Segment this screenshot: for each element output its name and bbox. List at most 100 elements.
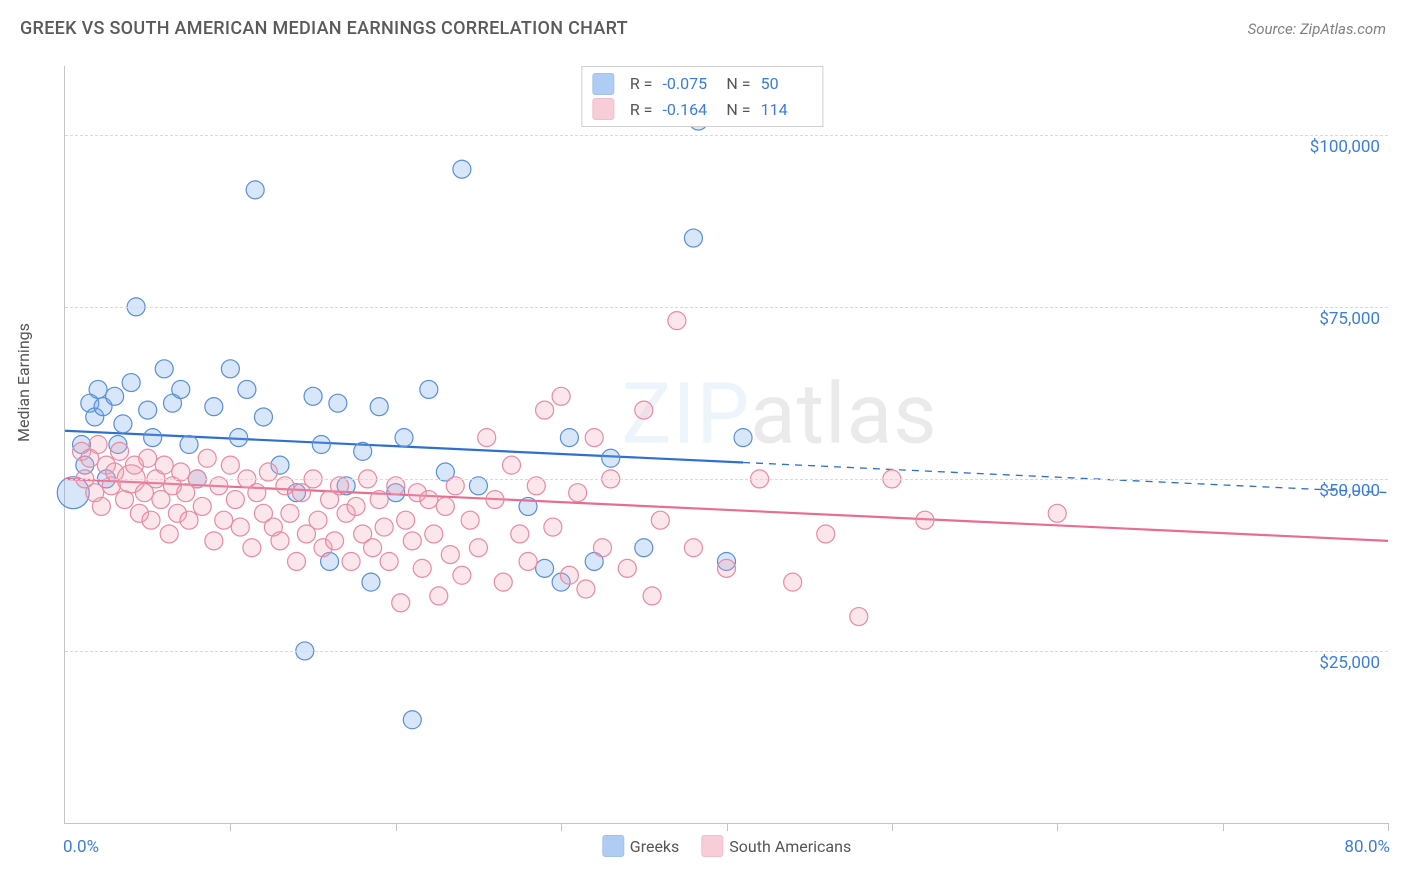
greeks-point (329, 394, 347, 412)
x-tick (1223, 823, 1224, 831)
south_americans-point (817, 525, 835, 543)
stats-n-label: N = (722, 71, 750, 97)
x-tick (561, 823, 562, 831)
x-tick (230, 823, 231, 831)
south_americans-point (494, 573, 512, 591)
grid-line (65, 307, 1388, 308)
south_americans-point (850, 608, 868, 626)
south_americans-point (139, 449, 157, 467)
greeks-point (536, 559, 554, 577)
south_americans-point (486, 491, 504, 509)
x-tick (1388, 823, 1389, 831)
south_americans-point (221, 456, 239, 474)
legend-item-greeks: Greeks (602, 835, 680, 857)
greeks-point (106, 387, 124, 405)
y-tick-label: $50,000 (1319, 481, 1380, 501)
grid-line (65, 135, 1388, 136)
south_americans-point (155, 456, 173, 474)
greeks-point (684, 229, 702, 247)
south_americans-point (430, 587, 448, 605)
south_americans-point (92, 497, 110, 515)
stats-row-greeks: R = -0.075 N = 50 (592, 71, 811, 97)
greeks-point (420, 380, 438, 398)
greeks-point (230, 429, 248, 447)
plot-area: ZIPatlas R = -0.075 N = 50R = -0.164 N =… (64, 66, 1388, 824)
south_americans-point (425, 525, 443, 543)
greeks-point (114, 415, 132, 433)
grid-line (65, 479, 1388, 480)
stats-row-south_americans: R = -0.164 N = 114 (592, 97, 811, 123)
south_americans-point (585, 429, 603, 447)
chart-title: GREEK VS SOUTH AMERICAN MEDIAN EARNINGS … (20, 18, 628, 39)
greeks-point (635, 539, 653, 557)
greeks-point (172, 380, 190, 398)
grid-line (65, 651, 1388, 652)
south_americans-point (403, 532, 421, 550)
greeks-point (155, 360, 173, 378)
south_americans-point (342, 552, 360, 570)
greeks-point (312, 436, 330, 454)
greeks-point (246, 181, 264, 199)
south_americans-point (413, 559, 431, 577)
south_americans-point (453, 566, 471, 584)
greeks-point (395, 429, 413, 447)
series-legend: Greeks South Americans (602, 835, 851, 857)
south_americans-point (668, 312, 686, 330)
y-tick-label: $100,000 (1310, 137, 1380, 157)
stats-r-label: R = (630, 97, 653, 123)
south_americans-point (618, 559, 636, 577)
south_americans-point (478, 429, 496, 447)
greeks-point (144, 429, 162, 447)
stats-r-label: R = (630, 71, 653, 97)
south_americans-point (226, 491, 244, 509)
greeks-trend-dashed (743, 462, 1388, 492)
south_americans-point (519, 552, 537, 570)
greeks-point (362, 573, 380, 591)
y-tick-label: $75,000 (1319, 309, 1380, 329)
south_americans-point (552, 387, 570, 405)
south_americans-point (180, 511, 198, 529)
x-axis-max-label: 80.0% (1344, 837, 1390, 857)
greeks-point (734, 429, 752, 447)
source-attribution: Source: ZipAtlas.com (1248, 20, 1386, 38)
x-axis-min-label: 0.0% (63, 837, 99, 857)
south_americans-point (370, 491, 388, 509)
south_americans-point (569, 484, 587, 502)
south_americans-point (643, 587, 661, 605)
south_americans-point (560, 566, 578, 584)
south_americans-point (281, 504, 299, 522)
chart-header: GREEK VS SOUTH AMERICAN MEDIAN EARNINGS … (20, 18, 1386, 39)
south_americans-point (593, 539, 611, 557)
south_americans-point (420, 491, 438, 509)
south_americans-point (111, 442, 129, 460)
legend-swatch (701, 835, 723, 857)
south_americans-point (193, 497, 211, 515)
greeks-point (205, 398, 223, 416)
legend-swatch (602, 835, 624, 857)
greeks-point (139, 401, 157, 419)
south_americans-point (536, 401, 554, 419)
correlation-stats-box: R = -0.075 N = 50R = -0.164 N = 114 (581, 66, 824, 127)
chart-container: Median Earnings ZIPatlas R = -0.075 N = … (18, 50, 1388, 874)
south_americans-point (651, 511, 669, 529)
legend-item-south_americans: South Americans (701, 835, 851, 857)
south_americans-point (784, 573, 802, 591)
scatter-svg (65, 66, 1388, 823)
stats-r-value: -0.075 (662, 71, 712, 97)
south_americans-point (1048, 504, 1066, 522)
stats-n-value: 114 (761, 97, 811, 123)
south_americans-point (684, 539, 702, 557)
legend-label: South Americans (729, 837, 851, 856)
x-tick (892, 823, 893, 831)
stats-swatch (592, 73, 614, 95)
greeks-point (354, 442, 372, 460)
south_americans-point (198, 449, 216, 467)
south_americans-point (635, 401, 653, 419)
greeks-point (403, 711, 421, 729)
south_americans-point (160, 525, 178, 543)
greeks-point (238, 380, 256, 398)
stats-swatch (592, 98, 614, 120)
south_americans-point (231, 518, 249, 536)
x-tick (727, 823, 728, 831)
greeks-point (122, 374, 140, 392)
